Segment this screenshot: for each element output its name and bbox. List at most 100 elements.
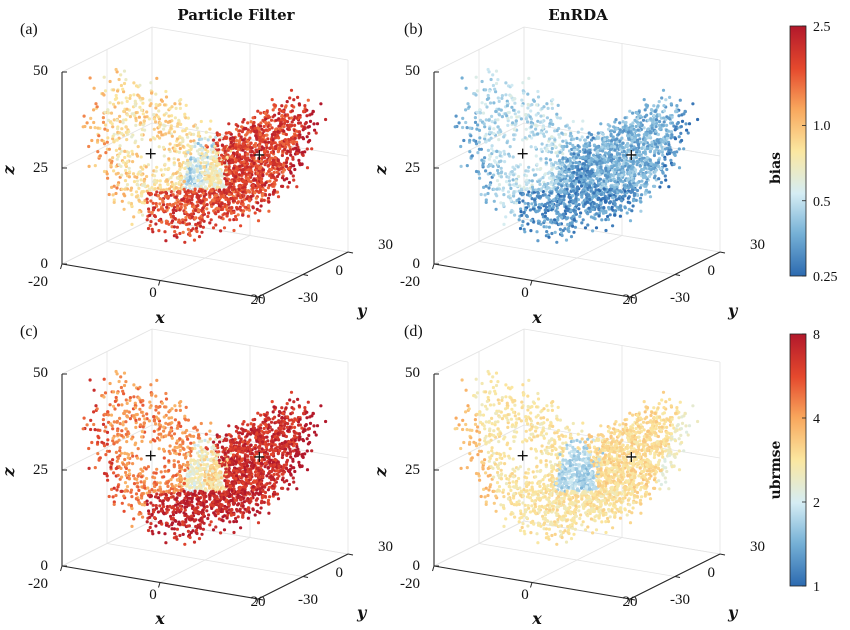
trajectory-point bbox=[194, 226, 199, 230]
trajectory-point bbox=[134, 111, 138, 115]
trajectory-point bbox=[571, 143, 575, 147]
trajectory-point bbox=[280, 153, 284, 158]
trajectory-point bbox=[648, 195, 653, 199]
trajectory-point bbox=[240, 125, 244, 129]
trajectory-point bbox=[569, 152, 573, 156]
trajectory-point bbox=[130, 222, 134, 226]
trajectory-point bbox=[484, 140, 488, 144]
trajectory-point bbox=[273, 188, 277, 192]
trajectory-point bbox=[531, 130, 535, 134]
trajectory-point bbox=[259, 204, 263, 208]
trajectory-point bbox=[511, 173, 516, 177]
trajectory-point bbox=[93, 164, 97, 168]
trajectory-point bbox=[262, 198, 266, 202]
trajectory-point bbox=[466, 102, 470, 106]
trajectory-point bbox=[253, 168, 257, 172]
trajectory-point bbox=[141, 123, 145, 127]
trajectory-point bbox=[596, 131, 600, 135]
trajectory-point bbox=[120, 101, 124, 105]
equilibrium-marker bbox=[145, 148, 156, 159]
trajectory-point bbox=[570, 164, 574, 168]
trajectory-point bbox=[262, 155, 267, 160]
trajectory-point bbox=[210, 176, 214, 180]
trajectory-point bbox=[606, 175, 610, 179]
trajectory-point bbox=[151, 230, 155, 234]
trajectory-point bbox=[223, 212, 227, 216]
trajectory-point bbox=[510, 83, 514, 87]
trajectory-point bbox=[535, 230, 539, 234]
trajectory-point bbox=[173, 147, 177, 151]
trajectory-point bbox=[223, 161, 227, 165]
trajectory-point bbox=[181, 129, 185, 133]
trajectory-point bbox=[560, 163, 564, 167]
trajectory-point bbox=[266, 114, 270, 118]
trajectory-point bbox=[106, 176, 110, 180]
trajectory-point bbox=[232, 218, 236, 222]
trajectory-point bbox=[223, 145, 227, 149]
trajectory-point bbox=[178, 167, 182, 172]
trajectory-point bbox=[224, 131, 228, 135]
equilibrium-marker bbox=[517, 148, 528, 159]
trajectory-point bbox=[215, 162, 219, 166]
trajectory-point bbox=[249, 141, 253, 145]
trajectory-point bbox=[677, 166, 682, 170]
trajectory-point bbox=[121, 118, 126, 122]
trajectory-point bbox=[470, 154, 474, 158]
trajectory-point bbox=[199, 119, 203, 124]
trajectory-point bbox=[140, 108, 144, 112]
trajectory-point bbox=[105, 140, 109, 144]
trajectory-point bbox=[587, 193, 591, 197]
trajectory-point bbox=[262, 124, 266, 129]
trajectory-point bbox=[654, 142, 658, 146]
trajectory-point bbox=[591, 174, 595, 178]
trajectory-point bbox=[490, 120, 494, 124]
trajectory-point bbox=[128, 170, 132, 174]
trajectory-point bbox=[162, 154, 166, 158]
trajectory-point bbox=[635, 140, 639, 144]
trajectory-point bbox=[287, 116, 291, 120]
trajectory-point bbox=[202, 180, 206, 184]
trajectory-point bbox=[145, 110, 149, 114]
trajectory-point bbox=[126, 154, 130, 158]
trajectory-point bbox=[227, 198, 231, 202]
trajectory-point bbox=[492, 199, 496, 203]
y-tick-mark bbox=[347, 553, 354, 556]
trajectory-point bbox=[544, 130, 549, 134]
x-tick-right: 20 bbox=[251, 292, 266, 308]
trajectory-point bbox=[642, 142, 646, 146]
trajectory-point bbox=[261, 192, 265, 196]
trajectory-point bbox=[563, 190, 568, 194]
trajectory-point bbox=[588, 151, 592, 155]
trajectory-point bbox=[205, 203, 209, 207]
trajectory-point bbox=[207, 174, 211, 178]
trajectory-point bbox=[115, 138, 119, 142]
trajectory-point bbox=[175, 235, 179, 239]
trajectory-point bbox=[216, 197, 220, 202]
trajectory-point bbox=[582, 171, 586, 175]
trajectory-point bbox=[571, 189, 576, 193]
trajectory-point bbox=[297, 130, 302, 134]
trajectory-point bbox=[586, 135, 590, 139]
trajectory-point bbox=[251, 124, 255, 128]
trajectory-point bbox=[563, 227, 567, 231]
trajectory-point bbox=[657, 177, 661, 181]
trajectory-point bbox=[514, 119, 518, 123]
z-tick-bottom: 0 bbox=[413, 256, 421, 272]
trajectory-point bbox=[509, 186, 513, 190]
trajectory-point bbox=[176, 206, 180, 210]
trajectory-point bbox=[582, 176, 586, 180]
trajectory-point bbox=[474, 93, 478, 97]
trajectory-point bbox=[668, 95, 672, 99]
trajectory-point bbox=[263, 140, 267, 144]
trajectory-point bbox=[496, 78, 500, 82]
trajectory-point bbox=[525, 187, 529, 191]
trajectory-point bbox=[215, 193, 219, 197]
equilibrium-marker bbox=[254, 149, 265, 160]
trajectory-point bbox=[227, 166, 231, 170]
trajectory-point bbox=[653, 170, 657, 174]
trajectory-point bbox=[104, 123, 108, 127]
trajectory-point bbox=[543, 193, 547, 197]
trajectory-point bbox=[232, 228, 236, 233]
trajectory-point bbox=[659, 180, 664, 185]
axes-frame bbox=[60, 26, 354, 303]
